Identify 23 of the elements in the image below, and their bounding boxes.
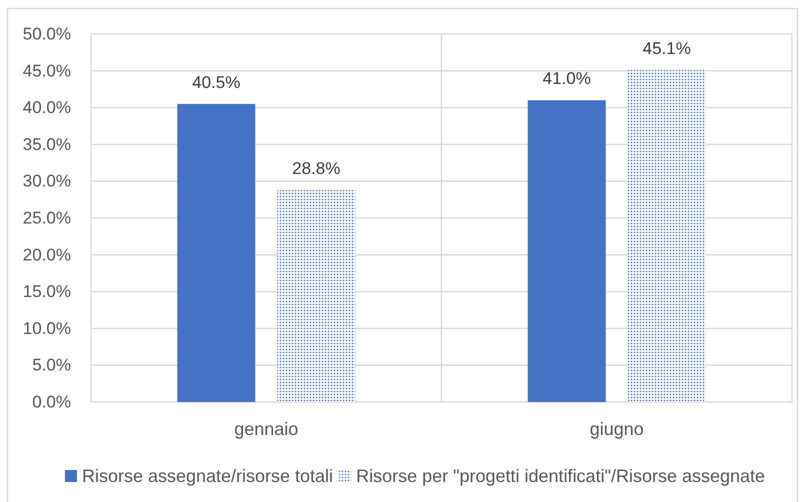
y-tick-label: 0.0%	[32, 392, 71, 412]
data-label: 41.0%	[542, 69, 591, 88]
data-label: 40.5%	[192, 72, 240, 92]
y-tick-label: 45.0%	[22, 61, 71, 80]
data-label: 28.8%	[292, 159, 340, 178]
y-tick-label: 35.0%	[22, 134, 71, 154]
y-tick-label: 20.0%	[22, 245, 71, 264]
legend-label: Risorse per "progetti identificati"/Risorse assegnate	[356, 466, 766, 486]
x-tick-label: giugno	[590, 418, 644, 439]
bar	[628, 70, 706, 402]
bar	[177, 104, 256, 402]
y-tick-label: 40.0%	[22, 98, 71, 118]
y-tick-label: 15.0%	[22, 282, 71, 302]
data-label: 45.1%	[642, 39, 691, 58]
y-tick-label: 50.0%	[22, 24, 71, 44]
y-tick-label: 5.0%	[32, 356, 71, 375]
legend-label: Risorse assegnate/risorse totali	[82, 466, 334, 486]
y-tick-label: 30.0%	[22, 172, 71, 191]
bar	[277, 190, 356, 402]
y-tick-label: 10.0%	[22, 318, 71, 338]
y-tick-label: 25.0%	[22, 208, 71, 228]
bar	[528, 100, 606, 402]
x-tick-label: gennaio	[234, 418, 298, 439]
